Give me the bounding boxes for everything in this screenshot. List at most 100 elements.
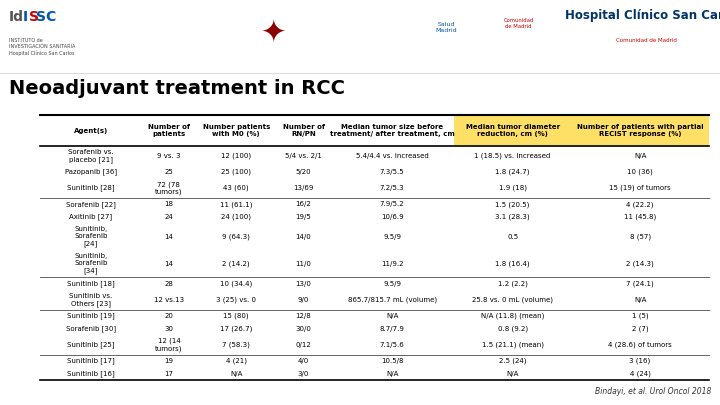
- Text: 14: 14: [164, 234, 174, 240]
- Text: Sorafenib vs.
placebo [21]: Sorafenib vs. placebo [21]: [68, 149, 114, 162]
- Text: 30/0: 30/0: [296, 326, 312, 332]
- Text: 1.9 (18): 1.9 (18): [498, 185, 526, 192]
- Text: Median tumor size before
treatment/ after treatment, cm: Median tumor size before treatment/ afte…: [330, 124, 454, 137]
- Text: 20: 20: [164, 313, 174, 319]
- Text: 7 (58.3): 7 (58.3): [222, 341, 250, 348]
- Text: 5.4/4.4 vs. increased: 5.4/4.4 vs. increased: [356, 153, 428, 159]
- Text: 15 (80): 15 (80): [223, 313, 249, 320]
- Text: N/A: N/A: [634, 297, 647, 303]
- Text: 19/5: 19/5: [296, 214, 312, 220]
- Text: 10.5/8: 10.5/8: [381, 358, 403, 364]
- Text: 25.8 vs. 0 mL (volume): 25.8 vs. 0 mL (volume): [472, 296, 553, 303]
- Text: 9 vs. 3: 9 vs. 3: [157, 153, 181, 159]
- Text: 7.2/5.3: 7.2/5.3: [380, 185, 405, 191]
- Text: 28: 28: [164, 281, 174, 287]
- Text: 72 (78
tumors): 72 (78 tumors): [156, 181, 183, 195]
- Text: 7.3/5.5: 7.3/5.5: [380, 169, 405, 175]
- Text: 1.8 (16.4): 1.8 (16.4): [495, 260, 530, 267]
- Text: 10/6.9: 10/6.9: [381, 214, 403, 220]
- Text: Sorafenib [22]: Sorafenib [22]: [66, 201, 116, 208]
- Text: 3 (25) vs. 0: 3 (25) vs. 0: [216, 296, 256, 303]
- Text: Salud
Madrid: Salud Madrid: [436, 22, 457, 33]
- Text: 17: 17: [164, 371, 174, 377]
- Text: 14: 14: [164, 261, 174, 267]
- Text: 1.5 (21.1) (mean): 1.5 (21.1) (mean): [482, 341, 544, 348]
- Text: 5/4 vs. 2/1: 5/4 vs. 2/1: [285, 153, 322, 159]
- Text: 15 (19) of tumors: 15 (19) of tumors: [609, 185, 671, 192]
- Text: Sunitinib vs.
Others [23]: Sunitinib vs. Others [23]: [69, 293, 112, 307]
- Text: 12 vs.13: 12 vs.13: [154, 297, 184, 303]
- Text: SC: SC: [36, 10, 56, 24]
- Text: 1 (18.5) vs. increased: 1 (18.5) vs. increased: [474, 152, 551, 159]
- Text: Agent(s): Agent(s): [74, 128, 108, 134]
- Text: Number of
patients: Number of patients: [148, 124, 190, 137]
- Text: 12 (14
tumors): 12 (14 tumors): [156, 338, 183, 352]
- Text: 9.5/9: 9.5/9: [383, 234, 401, 240]
- Text: 18: 18: [164, 201, 174, 207]
- Text: 24 (100): 24 (100): [221, 213, 251, 220]
- Text: 2 (14.3): 2 (14.3): [626, 260, 654, 267]
- Text: 5/20: 5/20: [296, 169, 311, 175]
- Text: 4 (28.6) of tumors: 4 (28.6) of tumors: [608, 341, 672, 348]
- Text: 17 (26.7): 17 (26.7): [220, 325, 253, 332]
- Text: 9.5/9: 9.5/9: [383, 281, 401, 287]
- Text: Neoadjuvant treatment in RCC: Neoadjuvant treatment in RCC: [9, 79, 345, 98]
- Text: 30: 30: [164, 326, 174, 332]
- Text: Sunitinib [18]: Sunitinib [18]: [67, 280, 115, 287]
- Text: N/A: N/A: [506, 371, 518, 377]
- Text: 2.5 (24): 2.5 (24): [499, 358, 526, 364]
- Text: 8 (57): 8 (57): [629, 233, 651, 240]
- Text: 4 (22.2): 4 (22.2): [626, 201, 654, 208]
- Text: 14/0: 14/0: [296, 234, 312, 240]
- Text: ✦: ✦: [261, 18, 287, 47]
- Text: 12/8: 12/8: [296, 313, 312, 319]
- Text: Hospital Clínico San Carlos: Hospital Clínico San Carlos: [565, 9, 720, 22]
- Text: S: S: [29, 10, 39, 24]
- Text: Axitinib [27]: Axitinib [27]: [69, 213, 112, 220]
- Text: 1.8 (24.7): 1.8 (24.7): [495, 168, 530, 175]
- Text: Pazopanib [36]: Pazopanib [36]: [65, 168, 117, 175]
- Text: 11/0: 11/0: [296, 261, 312, 267]
- Text: Number of
RN/PN: Number of RN/PN: [282, 124, 325, 137]
- Text: 11 (61.1): 11 (61.1): [220, 201, 253, 208]
- Text: I: I: [23, 10, 28, 24]
- Text: 13/69: 13/69: [293, 185, 314, 191]
- Text: 4 (21): 4 (21): [226, 358, 247, 364]
- Text: 25 (100): 25 (100): [221, 168, 251, 175]
- Text: 0.5: 0.5: [507, 234, 518, 240]
- Text: 2 (7): 2 (7): [632, 325, 649, 332]
- Text: Sunitinib [19]: Sunitinib [19]: [67, 313, 115, 320]
- Bar: [454, 115, 571, 146]
- Text: 10 (34.4): 10 (34.4): [220, 280, 252, 287]
- Text: 11/9.2: 11/9.2: [381, 261, 403, 267]
- Text: 4 (24): 4 (24): [630, 370, 651, 377]
- Text: 1.2 (2.2): 1.2 (2.2): [498, 280, 528, 287]
- Text: 9/0: 9/0: [298, 297, 309, 303]
- Text: N/A: N/A: [634, 153, 647, 159]
- Text: 10 (36): 10 (36): [627, 168, 653, 175]
- Text: Comunidad de Madrid: Comunidad de Madrid: [616, 38, 677, 43]
- Text: Sunitinib [17]: Sunitinib [17]: [67, 358, 115, 364]
- Text: Sorafenib [30]: Sorafenib [30]: [66, 325, 116, 332]
- Text: N/A (11.8) (mean): N/A (11.8) (mean): [481, 313, 544, 320]
- Text: INSTITUTO de
INVESTIGACIÓN SANITARIA
Hospital Clínico San Carlos: INSTITUTO de INVESTIGACIÓN SANITARIA Hos…: [9, 38, 75, 55]
- Text: 7.1/5.6: 7.1/5.6: [379, 342, 405, 348]
- Text: Sunitinib [25]: Sunitinib [25]: [67, 341, 114, 348]
- Text: N/A: N/A: [386, 371, 398, 377]
- Text: 8.7/7.9: 8.7/7.9: [379, 326, 405, 332]
- Bar: [0, 0, 720, 73]
- Text: 7.9/5.2: 7.9/5.2: [380, 201, 405, 207]
- Text: N/A: N/A: [230, 371, 243, 377]
- Text: N/A: N/A: [386, 313, 398, 319]
- Text: 3 (16): 3 (16): [629, 358, 651, 364]
- Text: 1 (5): 1 (5): [632, 313, 649, 320]
- Text: 2 (14.2): 2 (14.2): [222, 260, 250, 267]
- Text: 16/2: 16/2: [296, 201, 312, 207]
- Text: 3.1 (28.3): 3.1 (28.3): [495, 213, 530, 220]
- Text: 11 (45.8): 11 (45.8): [624, 213, 656, 220]
- Text: 13/0: 13/0: [296, 281, 312, 287]
- Text: 19: 19: [164, 358, 174, 364]
- Text: Sunitinib [28]: Sunitinib [28]: [67, 185, 114, 192]
- Text: 865.7/815.7 mL (volume): 865.7/815.7 mL (volume): [348, 296, 436, 303]
- Text: 4/0: 4/0: [298, 358, 309, 364]
